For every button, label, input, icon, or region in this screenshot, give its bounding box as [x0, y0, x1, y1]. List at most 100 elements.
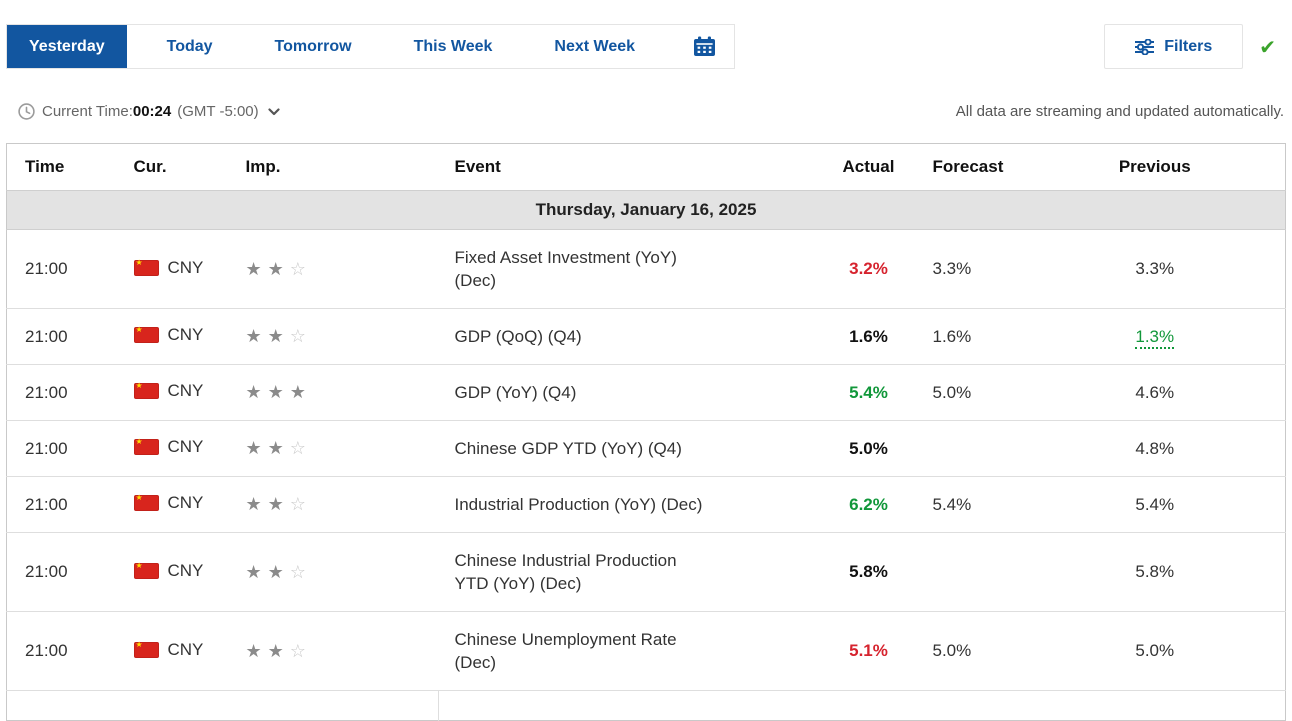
calendar-picker-button[interactable]	[675, 25, 734, 68]
currency-code: CNY	[167, 257, 204, 277]
tab-today[interactable]: Today	[166, 38, 213, 55]
previous-value[interactable]: 1.3%	[1135, 326, 1175, 349]
col-header-previous: Previous	[1118, 157, 1191, 176]
currency-code: CNY	[167, 639, 204, 659]
forecast-value	[914, 420, 1025, 477]
star-filled-icon: ★	[267, 640, 284, 662]
timezone-label: (GMT -5:00)	[177, 103, 259, 120]
previous-value: 5.8%	[1135, 562, 1175, 581]
importance-stars: ★ ★ ☆	[233, 532, 439, 612]
col-header-importance: Imp.	[245, 157, 281, 176]
actual-value: 5.0%	[822, 420, 915, 477]
event-time: 21:00	[6, 611, 122, 691]
tab-next-week[interactable]: Next Week	[554, 38, 636, 55]
topbar-right: Filters ✔	[1104, 24, 1286, 69]
star-empty-icon: ☆	[289, 258, 306, 280]
table-header-row: Time Cur. Imp. Event Actual Forecast Pre…	[7, 144, 1286, 191]
clock-icon	[18, 103, 35, 120]
star-filled-icon: ★	[267, 438, 284, 459]
star-filled-icon: ★	[267, 561, 284, 583]
star-filled-icon: ★	[245, 258, 262, 280]
event-link[interactable]: GDP (QoQ) (Q4)	[454, 327, 582, 346]
event-row: 21:00 CNY ★★☆ Chinese Industrial Product…	[6, 532, 1286, 612]
timebar: Current Time: 00:24 (GMT -5:00) All data …	[6, 103, 1286, 120]
star-empty-icon: ☆	[289, 640, 306, 662]
col-header-currency: Cur.	[133, 157, 167, 176]
currency-code: CNY	[167, 560, 204, 580]
event-currency: CNY	[121, 532, 234, 612]
event-link[interactable]: Chinese Industrial Production YTD (YoY) …	[454, 551, 677, 593]
star-filled-icon: ★	[245, 561, 262, 583]
forecast-value: 5.0%	[914, 364, 1025, 421]
previous-value: 5.0%	[1135, 641, 1175, 660]
event-row: 21:00 CNY ★★★ GDP (YoY) (Q4) 5.4% 5.0% 4…	[6, 364, 1286, 421]
filters-label: Filters	[1164, 37, 1213, 55]
cny-flag-icon	[133, 493, 159, 511]
actual-value: 6.2%	[822, 476, 915, 533]
event-currency: CNY	[121, 364, 234, 421]
col-header-actual: Actual	[842, 157, 895, 176]
star-empty-icon: ☆	[289, 438, 306, 459]
event-time: 21:00	[6, 532, 122, 612]
tab-yesterday[interactable]: Yesterday	[7, 25, 127, 68]
topbar: Yesterday Today Tomorrow This Week Next Week	[6, 24, 1286, 69]
actual-value: 5.8%	[822, 532, 915, 612]
tab-tomorrow[interactable]: Tomorrow	[274, 38, 352, 55]
current-time: Current Time: 00:24 (GMT -5:00)	[18, 103, 280, 120]
previous-value: 4.8%	[1135, 438, 1175, 458]
currency-code: CNY	[167, 493, 204, 512]
event-link[interactable]: GDP (YoY) (Q4)	[454, 383, 577, 402]
event-row: 21:00 CNY ★★☆ Industrial Production (YoY…	[6, 476, 1286, 533]
calendar-table-wrap: Time Cur. Imp. Event Actual Forecast Pre…	[6, 143, 1286, 721]
filters-applied-check-icon[interactable]: ✔	[1259, 34, 1276, 59]
star-filled-icon: ★	[245, 494, 262, 515]
currency-code: CNY	[167, 325, 204, 344]
importance-stars: ★ ★ ☆	[233, 611, 439, 691]
event-link[interactable]: Chinese Unemployment Rate (Dec)	[454, 630, 677, 672]
star-empty-icon: ☆	[289, 326, 306, 347]
event-link[interactable]: Industrial Production (YoY) (Dec)	[454, 495, 703, 514]
currency-code: CNY	[167, 437, 204, 456]
event-link[interactable]: Chinese GDP YTD (YoY) (Q4)	[454, 439, 682, 458]
actual-value: 3.2%	[822, 229, 915, 309]
filters-sliders-icon	[1135, 38, 1155, 55]
current-time-label: Current Time:	[42, 103, 133, 120]
forecast-value: 5.0%	[914, 611, 1025, 691]
event-currency: CNY	[121, 420, 234, 477]
filters-button[interactable]: Filters	[1104, 24, 1244, 69]
importance-stars: ★ ★ ☆	[233, 229, 439, 309]
cny-flag-icon	[133, 258, 159, 276]
previous-value: 4.6%	[1135, 382, 1175, 402]
event-currency: CNY	[121, 476, 234, 533]
importance-stars: ★ ★ ☆	[233, 476, 439, 533]
col-header-time: Time	[25, 157, 65, 176]
tab-this-week[interactable]: This Week	[413, 38, 493, 55]
chevron-down-icon[interactable]	[268, 107, 280, 116]
cny-flag-icon	[133, 561, 159, 579]
current-time-value: 00:24	[132, 103, 172, 120]
cny-flag-icon	[133, 381, 159, 399]
event-time: 21:00	[6, 308, 122, 365]
cny-flag-icon	[133, 325, 159, 343]
event-currency: CNY	[121, 229, 234, 309]
date-range-tabs: Yesterday Today Tomorrow This Week Next Week	[6, 24, 736, 69]
star-filled-icon: ★	[267, 494, 284, 515]
streaming-note: All data are streaming and updated autom…	[955, 103, 1284, 120]
cny-flag-icon	[133, 640, 159, 658]
star-filled-icon: ★	[245, 382, 262, 403]
event-currency: CNY	[121, 308, 234, 365]
forecast-value	[914, 532, 1025, 612]
cny-flag-icon	[133, 437, 159, 455]
event-time: 21:00	[6, 364, 122, 421]
star-filled-icon: ★	[267, 382, 284, 403]
forecast-value: 5.4%	[914, 476, 1025, 533]
event-row: 21:00 CNY ★★☆ Fixed Asset Investment (Yo…	[6, 229, 1286, 309]
star-filled-icon: ★	[289, 382, 306, 403]
importance-stars: ★ ★ ★	[233, 364, 439, 421]
economic-calendar-table: Time Cur. Imp. Event Actual Forecast Pre…	[6, 143, 1286, 721]
event-link[interactable]: Fixed Asset Investment (YoY) (Dec)	[454, 248, 677, 290]
calendar-icon	[693, 36, 716, 57]
event-time: 21:00	[6, 420, 122, 477]
previous-value: 5.4%	[1135, 494, 1175, 514]
